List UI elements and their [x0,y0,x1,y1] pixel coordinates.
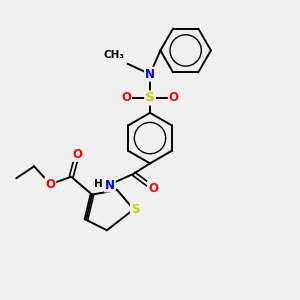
Text: N: N [145,68,155,81]
Text: O: O [45,178,56,191]
Text: O: O [169,92,179,104]
Text: CH₃: CH₃ [103,50,124,60]
Text: O: O [72,148,82,161]
Text: N: N [105,178,115,192]
Text: O: O [121,92,131,104]
Text: S: S [145,92,155,104]
Text: S: S [131,203,140,216]
Text: H: H [94,179,103,190]
Text: O: O [148,182,158,194]
